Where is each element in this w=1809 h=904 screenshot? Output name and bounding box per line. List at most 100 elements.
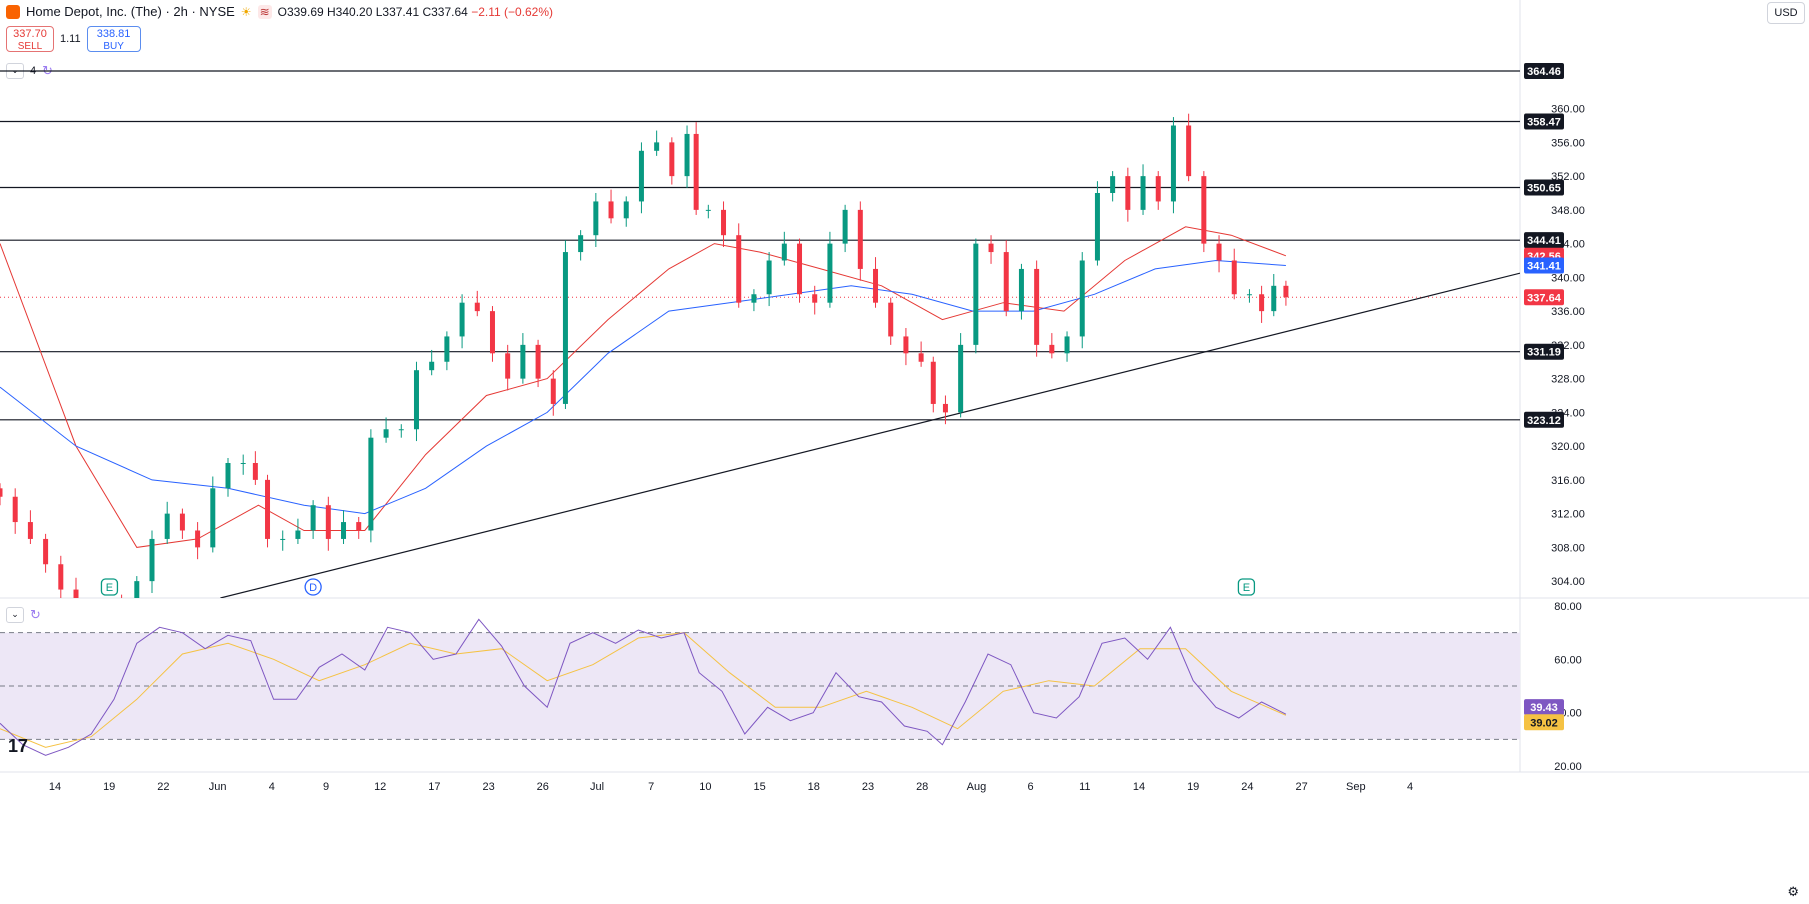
price-label-text: 350.65 — [1527, 183, 1561, 195]
time-tick-label: 19 — [1187, 781, 1199, 793]
candle-body — [89, 606, 94, 614]
data-status-icon[interactable]: ≋ — [257, 4, 272, 19]
candle-body — [888, 302, 894, 337]
price-label-box — [1524, 289, 1564, 306]
time-tick-label: 15 — [753, 781, 765, 793]
rsi-tick-label: 60.00 — [1554, 654, 1582, 666]
time-tick-label: 23 — [862, 781, 874, 793]
rsi-tick-label: 80.00 — [1554, 601, 1582, 613]
earnings-marker — [1237, 578, 1256, 596]
market-hours-icon[interactable]: ☀ — [240, 4, 252, 19]
candle-body — [1246, 294, 1252, 296]
spread-value: 1.11 — [60, 33, 81, 45]
dividend-marker — [304, 578, 322, 596]
candle-body — [265, 479, 271, 539]
gear-icon[interactable]: ⚙ — [1787, 884, 1799, 899]
price-label-text: 344.41 — [1527, 235, 1561, 247]
candle-body — [1140, 176, 1146, 210]
candle-body — [873, 268, 879, 303]
price-tick-label: 336.00 — [1551, 306, 1585, 318]
candle-body — [368, 437, 374, 531]
candle-body — [842, 209, 848, 244]
candle-body — [973, 243, 979, 345]
price-label-box — [1524, 411, 1564, 428]
time-tick-label: 12 — [374, 781, 386, 793]
symbol-title[interactable]: Home Depot, Inc. (The) · 2h · NYSE — [26, 4, 235, 19]
candle-body — [341, 522, 347, 539]
price-label-text: 358.47 — [1527, 117, 1561, 129]
price-tick-label: 356.00 — [1551, 137, 1585, 149]
candle-body — [693, 133, 699, 210]
rsi-label-box — [1524, 714, 1564, 731]
rsi-label-text: 39.02 — [1530, 717, 1558, 729]
candle-body — [225, 463, 231, 489]
candle-body — [252, 463, 258, 480]
time-tick-label: Sep — [1346, 781, 1366, 793]
time-tick-label: 14 — [49, 781, 61, 793]
change-value: −2.11 (−0.62%) — [471, 4, 554, 19]
price-tick-label: 312.00 — [1551, 509, 1585, 521]
price-tick-label: 340.00 — [1551, 272, 1585, 284]
sell-label: SELL — [17, 41, 43, 52]
time-tick-label: 18 — [808, 781, 820, 793]
candle-body — [1018, 268, 1024, 312]
candle-body — [240, 463, 246, 464]
candle-body — [623, 201, 629, 219]
candle-body — [654, 142, 660, 151]
rsi-line — [0, 618, 1287, 756]
ma-fast-line — [0, 226, 1287, 548]
candle-body — [721, 209, 727, 236]
candle-body — [459, 302, 465, 337]
candle-body — [195, 530, 201, 548]
rsi-refresh-icon[interactable]: ↻ — [30, 607, 41, 622]
candle-body — [766, 260, 772, 295]
time-tick-label: 28 — [916, 781, 928, 793]
rsi-chevron-down-icon[interactable]: ⌄ — [6, 607, 24, 623]
candle-body — [827, 243, 833, 303]
buy-button[interactable]: 338.81 BUY — [86, 26, 141, 52]
price-label-box — [1524, 257, 1564, 274]
candle-body — [489, 311, 495, 354]
event-label: E — [106, 582, 113, 594]
candle-body — [210, 488, 216, 548]
candle-body — [684, 133, 690, 177]
candle-body — [1155, 176, 1161, 202]
time-tick-label: 14 — [1133, 781, 1145, 793]
candle-body — [930, 361, 936, 404]
candle-body — [1283, 285, 1289, 298]
candle-body — [134, 581, 140, 598]
candle-body — [1186, 125, 1192, 177]
time-tick-label: 10 — [699, 781, 711, 793]
candle-body — [179, 513, 185, 531]
chart-header: Home Depot, Inc. (The) · 2h · NYSE ☀ ≋ O… — [0, 0, 1520, 58]
candle-body — [0, 488, 3, 497]
time-tick-label: 27 — [1295, 781, 1307, 793]
tradingview-logo: 17 — [8, 736, 28, 756]
candle-body — [736, 235, 742, 303]
price-label-box — [1524, 179, 1564, 196]
candle-body — [1064, 336, 1070, 354]
currency-button[interactable]: USD — [1767, 2, 1805, 24]
candle-body — [1094, 193, 1100, 261]
time-tick-label: 11 — [1079, 781, 1090, 793]
time-tick-label: 9 — [323, 781, 329, 793]
price-label-box — [1524, 62, 1564, 79]
low-value: L337.41 — [375, 4, 420, 19]
candle-body — [535, 344, 541, 379]
ma-slow-line — [0, 259, 1286, 515]
buy-label: BUY — [103, 41, 124, 52]
company-logo-icon — [6, 4, 20, 19]
time-tick-label: Jul — [590, 781, 604, 793]
event-label: D — [309, 582, 317, 594]
time-tick-label: 23 — [482, 781, 494, 793]
high-value: H340.20 — [327, 4, 373, 19]
price-label-box — [1524, 343, 1564, 360]
candle-body — [356, 522, 362, 531]
sell-button[interactable]: 337.70 SELL — [6, 26, 54, 52]
candle-body — [942, 403, 948, 413]
time-tick-label: Aug — [967, 781, 987, 793]
rsi-label-box — [1524, 699, 1564, 716]
candle-body — [43, 538, 49, 565]
price-tick-label: 316.00 — [1551, 475, 1585, 487]
